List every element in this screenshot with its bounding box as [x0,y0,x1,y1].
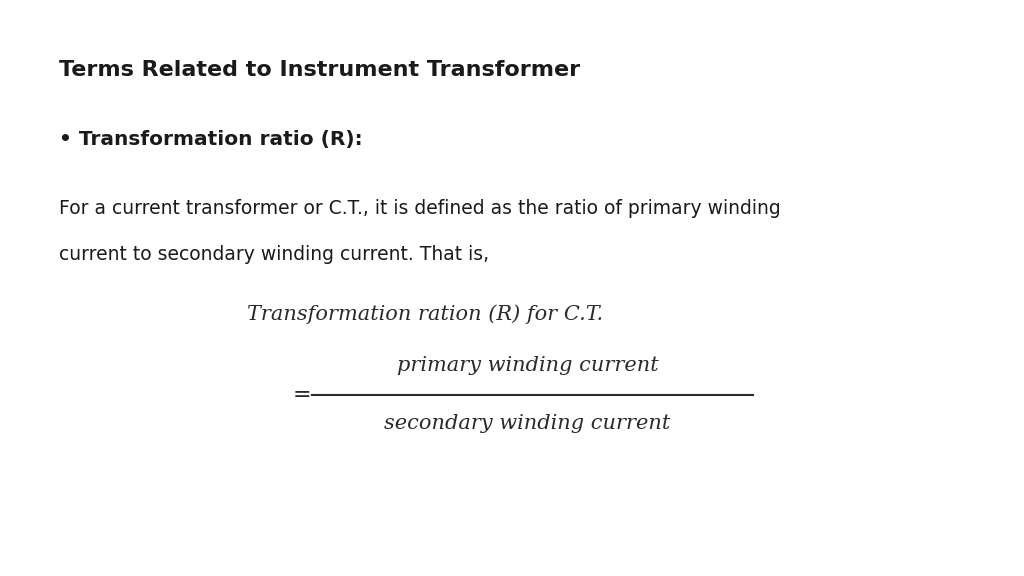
Text: primary winding current: primary winding current [396,357,658,375]
Text: secondary winding current: secondary winding current [384,414,671,433]
Text: current to secondary winding current. That is,: current to secondary winding current. Th… [59,245,489,264]
Text: For a current transformer or C.T., it is defined as the ratio of primary winding: For a current transformer or C.T., it is… [59,199,781,218]
Text: Terms Related to Instrument Transformer: Terms Related to Instrument Transformer [59,60,581,81]
Text: =: = [293,384,311,406]
Text: Transformation ration (R) for C.T.: Transformation ration (R) for C.T. [247,304,603,324]
Text: • Transformation ratio (R):: • Transformation ratio (R): [59,130,364,149]
